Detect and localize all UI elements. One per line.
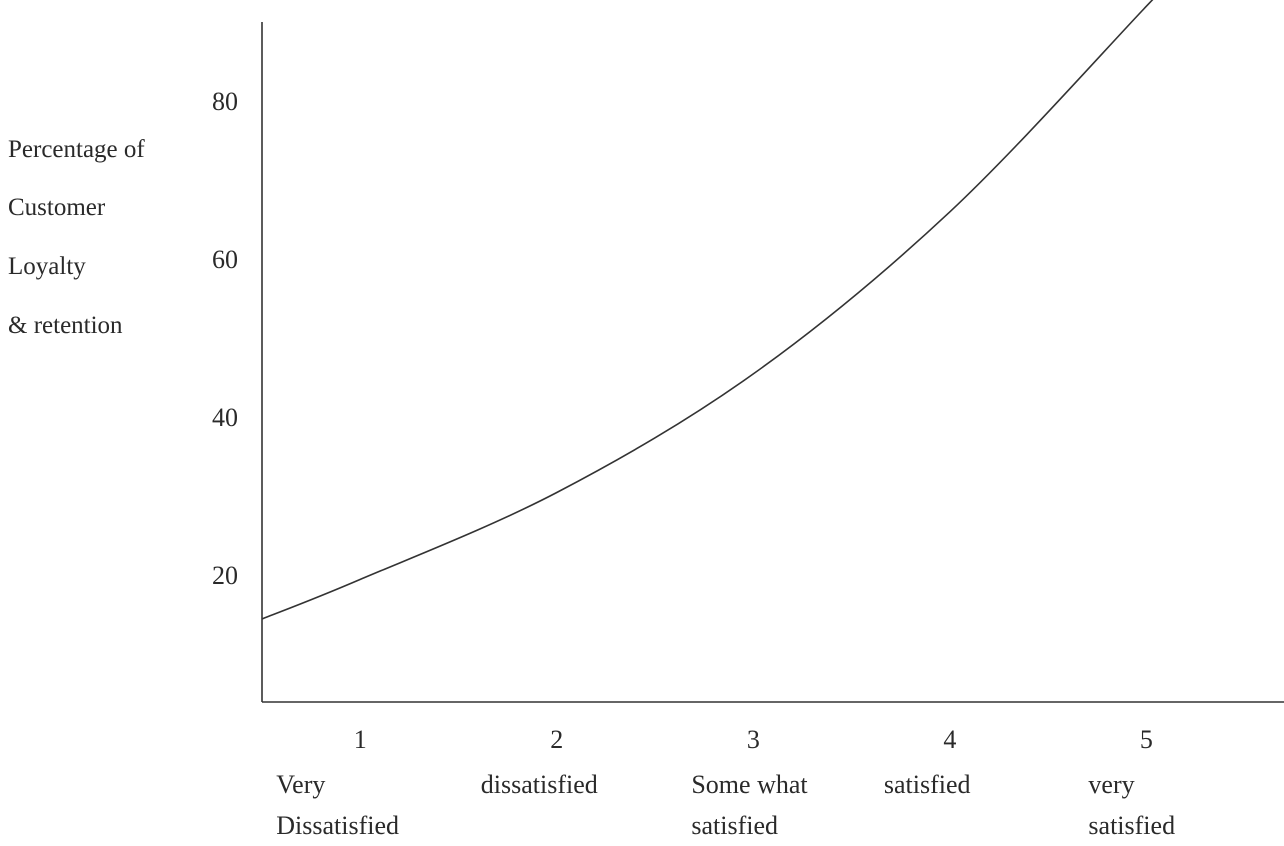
x-category-label: Very Dissatisfied	[276, 764, 399, 846]
y-tick-label: 60	[212, 245, 238, 275]
x-tick-label: 4	[943, 725, 957, 754]
x-tick-label: 1	[353, 725, 367, 754]
y-axis-label-line: & retention	[8, 312, 123, 339]
y-tick-label: 80	[212, 86, 238, 116]
y-tick-label: 40	[212, 403, 238, 433]
x-category-label-line: Some what	[691, 770, 808, 799]
x-tick-label: 5	[1139, 725, 1153, 754]
x-tick-label: 3	[746, 725, 760, 754]
x-category-label-line: Dissatisfied	[276, 811, 400, 840]
x-category-label-line: Very	[276, 770, 326, 799]
x-category-label: Some what satisfied	[691, 764, 807, 846]
x-category-label-line: satisfied	[1088, 811, 1176, 840]
y-axis-label-line: Loyalty	[8, 253, 86, 280]
x-category-label-line: satisfied	[883, 770, 971, 799]
x-category-label: very satisfied	[1088, 764, 1175, 846]
x-category-label: satisfied	[884, 764, 971, 805]
x-tick-label: 2	[550, 725, 564, 754]
x-category-label-line: satisfied	[691, 811, 778, 840]
y-axis-label-line: Percentage of	[8, 136, 145, 163]
y-tick-label: 20	[212, 561, 238, 591]
x-category-label-line: dissatisfied	[480, 770, 598, 799]
series-line	[261, 0, 1154, 620]
x-category-label: dissatisfied	[481, 764, 598, 805]
y-axis-label-line: Customer	[8, 194, 106, 221]
x-category-label-line: very	[1088, 770, 1135, 799]
